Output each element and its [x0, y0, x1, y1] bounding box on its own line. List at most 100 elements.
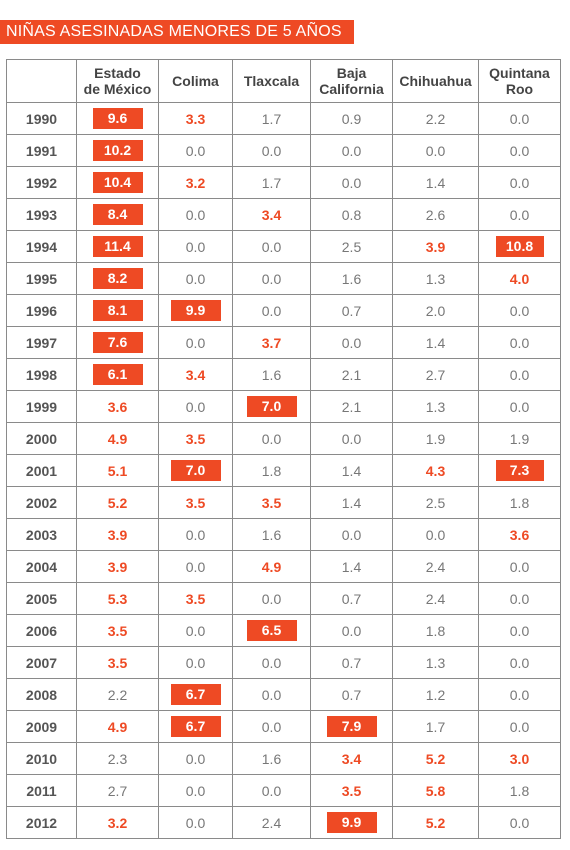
table-cell: 0.0 — [478, 358, 561, 391]
highlight-value: 5.2 — [425, 750, 446, 767]
table-row: 2004 3.9 0.0 4.9 1.4 2.4 0.0 — [6, 550, 561, 583]
table-cell: 0.0 — [158, 518, 233, 551]
table-row: 1997 7.6 0.0 3.7 0.0 1.4 0.0 — [6, 326, 561, 359]
table-cell: 0.0 — [478, 678, 561, 711]
table-cell: 0.0 — [158, 742, 233, 775]
column-header-line2: California — [319, 81, 384, 97]
highlight-value: 3.5 — [185, 590, 206, 607]
row-year-label: 2009 — [6, 710, 77, 743]
table-header: Estado de México Colima Tlaxcala Baja Califor… — [6, 59, 561, 103]
highlight-box-value: 10.4 — [92, 172, 143, 193]
cell-value: 0.0 — [185, 206, 206, 223]
highlight-value: 3.4 — [185, 366, 206, 383]
highlight-value: 5.1 — [107, 462, 128, 479]
row-year-label: 1991 — [6, 134, 77, 167]
table-cell: 1.2 — [392, 678, 479, 711]
table-row: 1992 10.4 3.2 1.7 0.0 1.4 0.0 — [6, 166, 561, 199]
highlight-value: 5.3 — [107, 590, 128, 607]
cell-value: 0.0 — [509, 622, 530, 639]
cell-value: 0.0 — [509, 590, 530, 607]
table-cell: 0.0 — [478, 326, 561, 359]
table-cell: 0.0 — [158, 134, 233, 167]
table-cell: 1.4 — [392, 326, 479, 359]
highlight-value: 3.5 — [107, 622, 128, 639]
table-row: 1991 10.2 0.0 0.0 0.0 0.0 0.0 — [6, 134, 561, 167]
cell-value: 0.0 — [341, 622, 362, 639]
table-cell: 2.7 — [392, 358, 479, 391]
chart-title: NIÑAS ASESINADAS MENORES DE 5 AÑOS — [0, 20, 354, 44]
cell-value: 0.0 — [425, 526, 446, 543]
table-row: 2009 4.9 6.7 0.0 7.9 1.7 0.0 — [6, 710, 561, 743]
table-cell: 0.0 — [478, 102, 561, 135]
table-cell: 9.9 — [310, 806, 393, 839]
table-cell: 0.0 — [310, 134, 393, 167]
table-cell: 1.7 — [232, 102, 311, 135]
highlight-value: 3.3 — [185, 110, 206, 127]
table-cell: 1.9 — [478, 422, 561, 455]
table-cell: 8.1 — [76, 294, 159, 327]
table-cell: 9.6 — [76, 102, 159, 135]
cell-value: 0.0 — [341, 430, 362, 447]
cell-value: 0.0 — [261, 782, 282, 799]
table-cell: 2.7 — [76, 774, 159, 807]
cell-value: 2.4 — [261, 814, 282, 831]
cell-value: 1.6 — [261, 366, 282, 383]
highlight-value: 5.2 — [425, 814, 446, 831]
table-cell: 2.2 — [76, 678, 159, 711]
table-cell: 5.2 — [76, 486, 159, 519]
table-row: 2010 2.3 0.0 1.6 3.4 5.2 3.0 — [6, 742, 561, 775]
table-cell: 5.2 — [392, 742, 479, 775]
table-cell: 3.9 — [76, 518, 159, 551]
highlight-box-value: 7.0 — [246, 396, 297, 417]
table-cell: 6.5 — [232, 614, 311, 647]
cell-value: 1.2 — [425, 686, 446, 703]
table-cell: 3.5 — [310, 774, 393, 807]
table-cell: 0.7 — [310, 582, 393, 615]
column-header-line1: Chihuahua — [399, 73, 472, 89]
table-cell: 1.8 — [232, 454, 311, 487]
highlight-box-value: 9.9 — [170, 300, 221, 321]
table-row: 1990 9.6 3.3 1.7 0.9 2.2 0.0 — [6, 102, 561, 135]
column-header-3: Baja California — [310, 59, 393, 103]
row-year-label: 2006 — [6, 614, 77, 647]
table-cell: 3.5 — [158, 486, 233, 519]
table-cell: 2.5 — [392, 486, 479, 519]
table-cell: 0.0 — [478, 550, 561, 583]
table-cell: 0.0 — [232, 646, 311, 679]
cell-value: 0.0 — [509, 558, 530, 575]
table-cell: 5.8 — [392, 774, 479, 807]
highlight-box-value: 11.4 — [92, 236, 143, 257]
table-cell: 11.4 — [76, 230, 159, 263]
cell-value: 0.0 — [509, 814, 530, 831]
cell-value: 2.6 — [425, 206, 446, 223]
cell-value: 1.7 — [261, 110, 282, 127]
table-row: 1995 8.2 0.0 0.0 1.6 1.3 4.0 — [6, 262, 561, 295]
table-cell: 3.9 — [392, 230, 479, 263]
table-body: 1990 9.6 3.3 1.7 0.9 2.2 0.0 1991 10.2 0.0 0.0 0.0 0… — [6, 102, 561, 839]
cell-value: 1.4 — [341, 462, 362, 479]
table-cell: 10.2 — [76, 134, 159, 167]
table-cell: 1.8 — [392, 614, 479, 647]
table-cell: 2.5 — [310, 230, 393, 263]
table-cell: 1.4 — [310, 550, 393, 583]
table-row: 2008 2.2 6.7 0.0 0.7 1.2 0.0 — [6, 678, 561, 711]
highlight-value: 3.4 — [341, 750, 362, 767]
cell-value: 0.7 — [341, 302, 362, 319]
table-cell: 1.9 — [392, 422, 479, 455]
table-cell: 3.5 — [232, 486, 311, 519]
cell-value: 0.0 — [261, 590, 282, 607]
highlight-value: 3.4 — [261, 206, 282, 223]
row-year-label: 1998 — [6, 358, 77, 391]
table-cell: 0.0 — [310, 614, 393, 647]
table-cell: 3.3 — [158, 102, 233, 135]
column-header-line1: Colima — [172, 73, 219, 89]
table-cell: 4.9 — [232, 550, 311, 583]
cell-value: 2.7 — [107, 782, 128, 799]
highlight-value: 3.6 — [509, 526, 530, 543]
row-year-label: 2000 — [6, 422, 77, 455]
table-cell: 0.0 — [158, 550, 233, 583]
row-year-label: 1995 — [6, 262, 77, 295]
table-cell: 0.0 — [478, 390, 561, 423]
cell-value: 0.0 — [185, 782, 206, 799]
table-cell: 2.1 — [310, 358, 393, 391]
